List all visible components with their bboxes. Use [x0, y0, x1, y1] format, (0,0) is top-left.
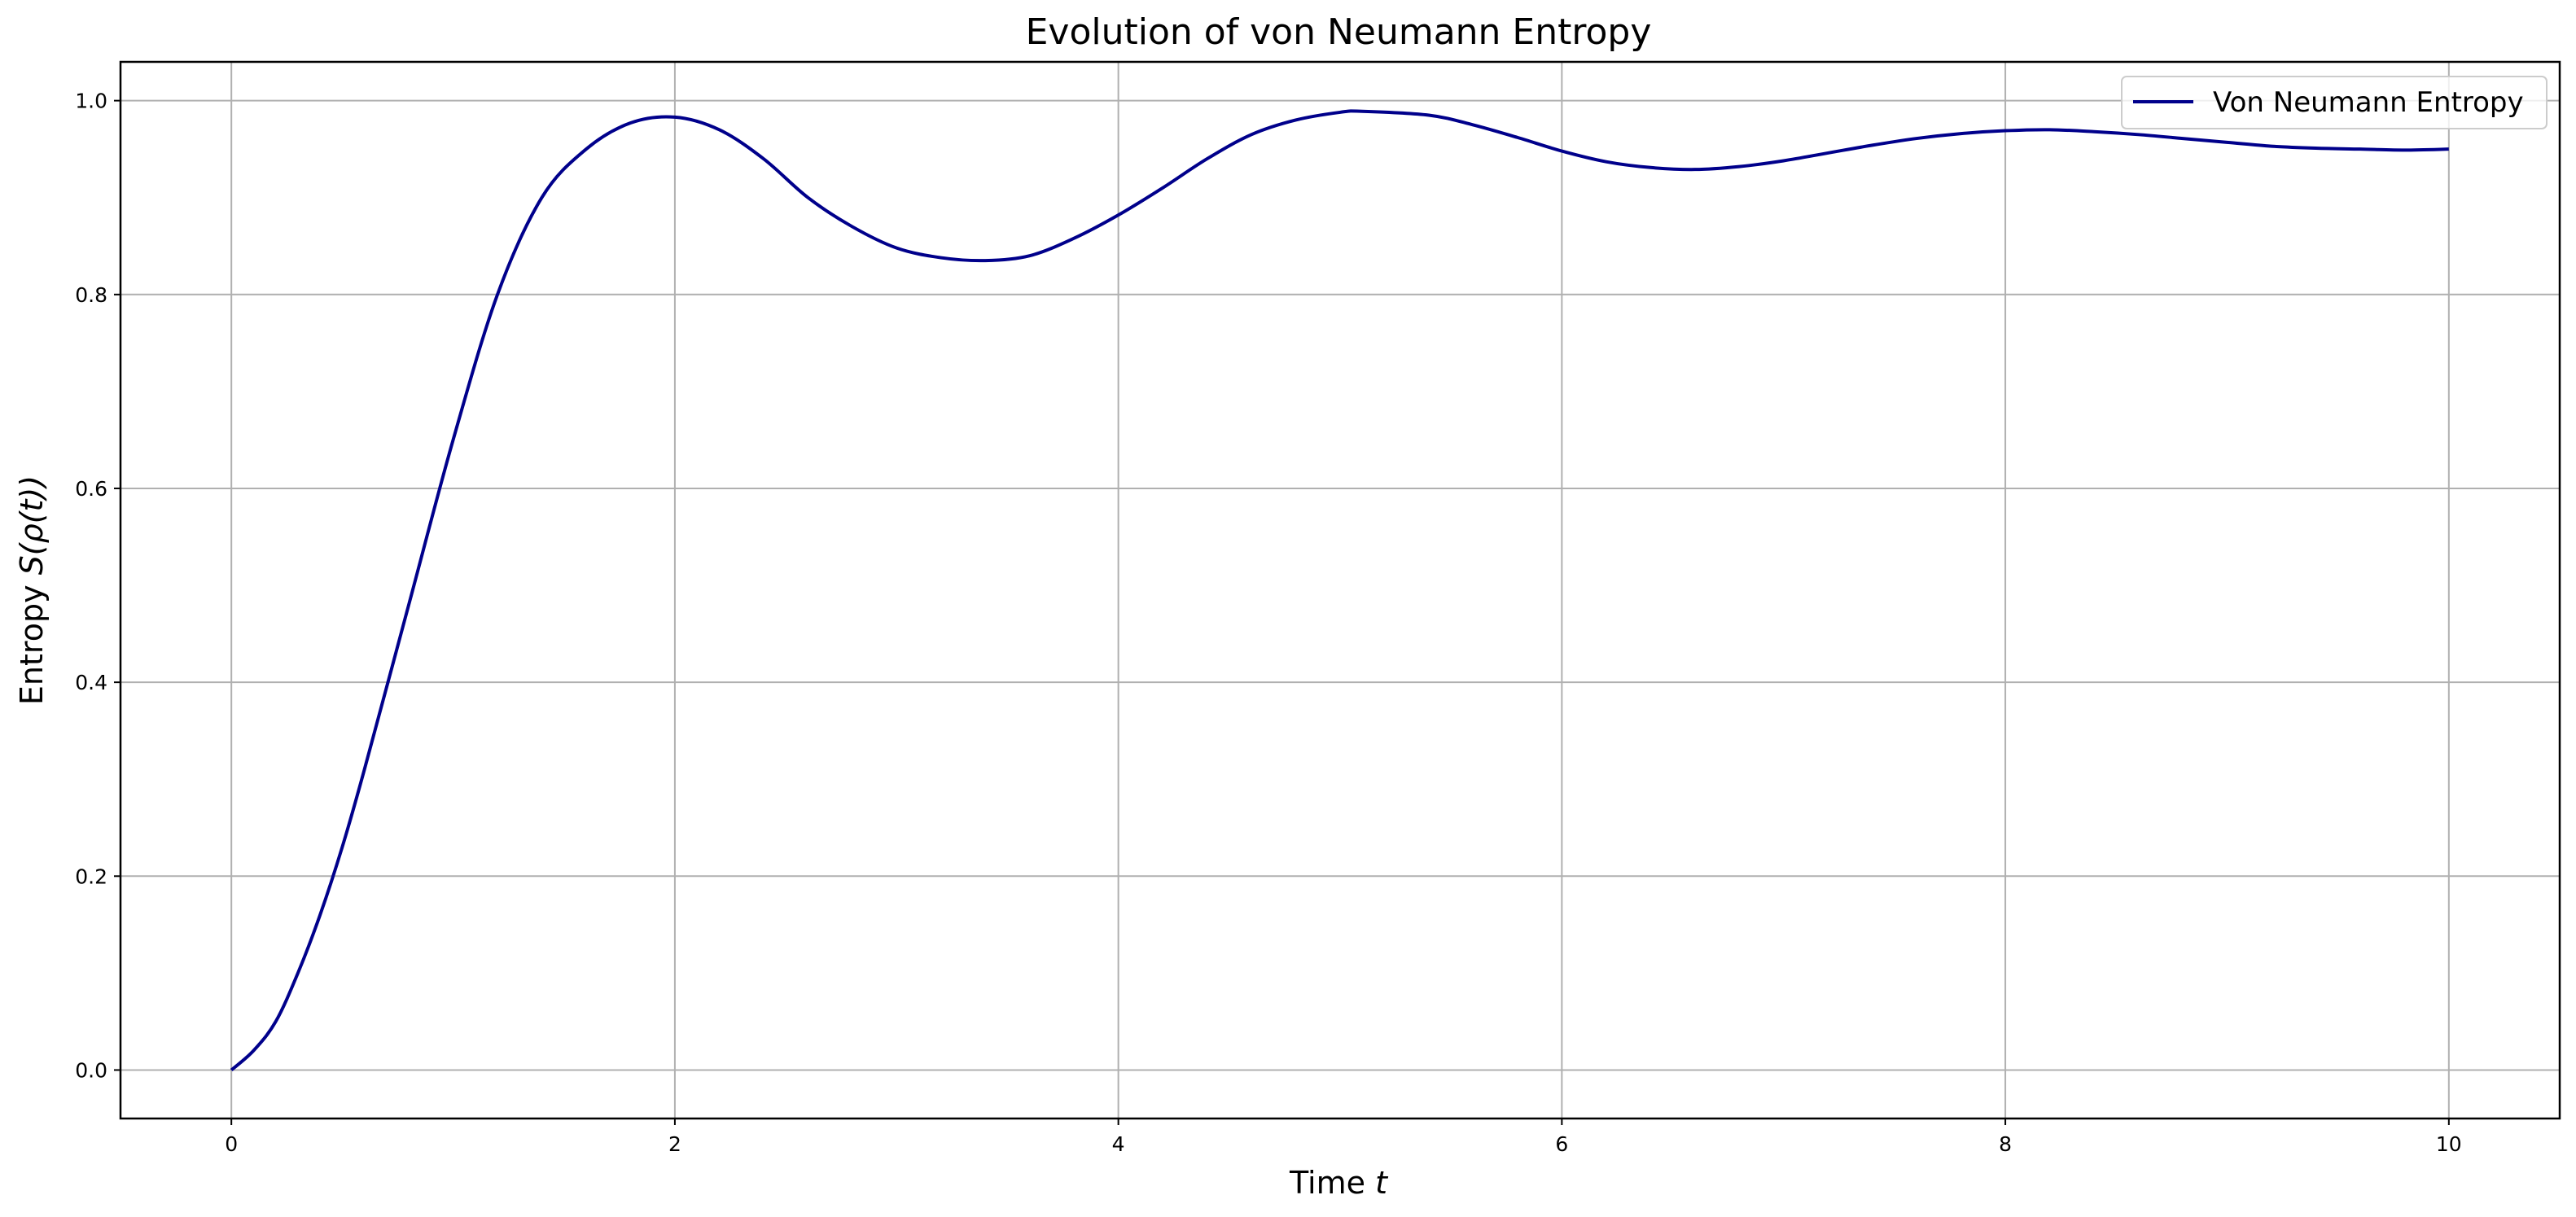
x-tick-label: 2: [668, 1132, 681, 1156]
y-tick-label: 0.0: [75, 1058, 107, 1082]
x-axis-label: Time t: [1289, 1165, 1389, 1201]
y-tick-label: 0.8: [75, 283, 107, 307]
legend-label: Von Neumann Entropy: [2213, 86, 2524, 119]
y-tick-label: 1.0: [75, 90, 107, 113]
x-tick-label: 0: [225, 1132, 238, 1156]
grid-x: [230, 62, 2450, 1119]
y-tick-label: 0.6: [75, 477, 107, 501]
legend: Von Neumann Entropy: [2121, 76, 2548, 129]
y-axis-label-text: Entropy: [14, 575, 50, 705]
legend-box: [2121, 76, 2548, 129]
x-axis-ticks: 0 2 4 6 8 10: [225, 1119, 2462, 1156]
x-tick-label: 10: [2436, 1132, 2462, 1156]
y-axis-label-math: S(ρ(t)): [14, 475, 50, 575]
plot-frame: [119, 60, 2561, 1120]
x-axis-label-var: t: [1375, 1165, 1389, 1201]
plot-background: [120, 62, 2560, 1119]
y-tick-label: 0.4: [75, 671, 107, 694]
series-line-von-neumann-entropy: [230, 109, 2449, 1071]
x-tick-label: 8: [1999, 1132, 2012, 1156]
x-tick-label: 4: [1112, 1132, 1125, 1156]
series-layer: [230, 109, 2449, 1071]
y-axis-ticks: 0.0 0.2 0.4 0.6 0.8 1.0: [75, 90, 120, 1082]
y-tick-label: 0.2: [75, 865, 107, 888]
y-axis-label: Entropy S(ρ(t)): [14, 475, 50, 705]
x-axis-label-text: Time: [1289, 1165, 1375, 1201]
x-tick-label: 6: [1555, 1132, 1568, 1156]
chart-title: Evolution of von Neumann Entropy: [1026, 11, 1652, 53]
